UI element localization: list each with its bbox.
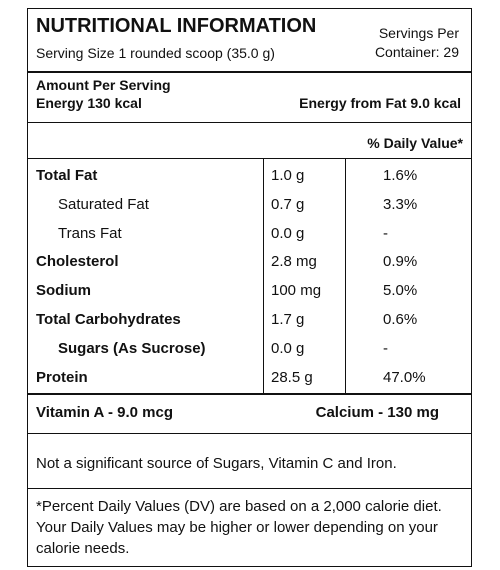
daily-value: 47.0%: [383, 368, 426, 386]
nutrient-name: Protein: [36, 368, 88, 386]
nutrient-name: Cholesterol: [36, 253, 119, 271]
nutrient-name: Total Fat: [36, 167, 98, 184]
servings-line: Servings Per: [378, 25, 459, 41]
daily-value: 0.6%: [383, 311, 418, 328]
nutrient-amount: 1.7 g: [271, 311, 305, 328]
vitamin: Vitamin A - 9.0 mcg: [36, 404, 173, 421]
energy-from-fat: Energy from Fat 9.0 kcal: [299, 95, 461, 111]
serving-size: Serving Size 1 rounded scoop (35.0 g): [36, 45, 275, 61]
title: NUTRITIONAL INFORMATION: [36, 15, 317, 37]
nutrient-amount: 0.7 g: [271, 195, 305, 213]
vitamin: Calcium - 130 mg: [315, 404, 439, 421]
column-line: [263, 159, 264, 394]
nutrient-amount: 1.0 g: [271, 167, 305, 184]
divider: [28, 488, 471, 489]
nutrient-name: Saturated Fat: [58, 195, 149, 213]
nutrient-name: Trans Fat: [58, 224, 122, 242]
energy: Energy 130 kcal: [36, 95, 142, 111]
daily-value: 1.6%: [383, 167, 418, 184]
nutrient-amount: 0.0 g: [271, 339, 305, 357]
column-line: [345, 159, 346, 394]
divider: [28, 122, 471, 123]
footnote: *Percent Daily Values (DV) are based on …: [36, 498, 442, 557]
nutrient-name: Sugars (As Sucrose): [58, 339, 206, 357]
nutrient-name: Sodium: [36, 282, 91, 300]
divider: [28, 158, 471, 159]
daily-value: -: [383, 339, 388, 357]
divider: [28, 71, 471, 73]
daily-value: 5.0%: [383, 282, 418, 300]
nutrient-name: Total Carbohydrates: [36, 311, 181, 328]
nutrition-label: NUTRITIONAL INFORMATION Serving Size 1 r…: [27, 8, 472, 567]
daily-value: -: [383, 224, 388, 242]
daily-value: 0.9%: [383, 253, 418, 271]
nutrient-amount: 28.5 g: [271, 368, 313, 386]
note: Not a significant source of Sugars, Vita…: [36, 455, 397, 472]
divider: [28, 393, 471, 395]
nutrient-amount: 2.8 mg: [271, 253, 317, 271]
servings-line: Container: 29: [374, 44, 459, 60]
dv-header: % Daily Value*: [367, 135, 463, 151]
servings: Servings Per Container: 29: [375, 24, 459, 62]
nutrient-amount: 0.0 g: [271, 224, 305, 242]
daily-value: 3.3%: [383, 195, 418, 213]
amount-label: Amount Per Serving: [36, 77, 171, 93]
divider: [28, 433, 471, 434]
nutrient-amount: 100 mg: [271, 282, 322, 300]
